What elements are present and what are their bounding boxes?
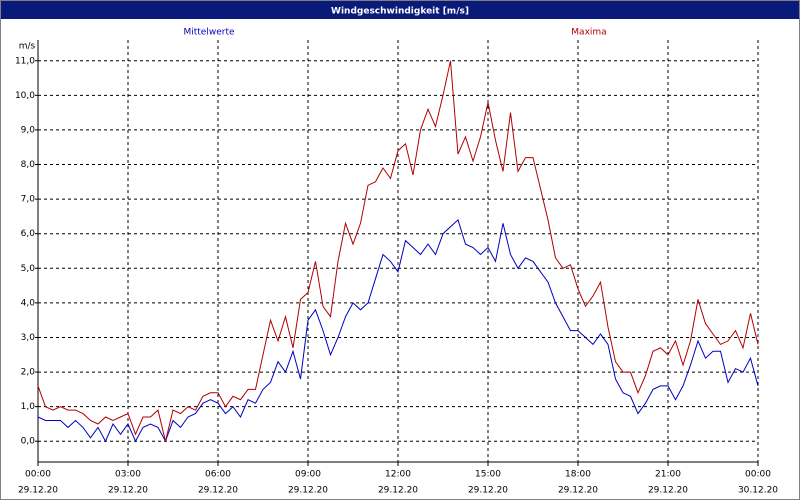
x-tick-label: 09:00 [295,470,321,480]
x-tick-label: 21:00 [655,470,681,480]
y-tick-label: 10,0 [15,91,35,101]
y-tick-label: 8,0 [21,160,36,170]
y-tick-label: 1,0 [21,402,36,412]
data-line [37,218,759,443]
data-line [37,60,759,442]
y-tick-label: 2,0 [21,368,36,378]
y-tick-label: 6,0 [21,229,36,239]
x-tick-date: 30.12.20 [738,486,778,496]
x-tick-label: 00:00 [745,470,771,480]
x-tick-date: 29.12.20 [108,486,148,496]
x-tick-label: 06:00 [205,470,231,480]
x-tick-date: 29.12.20 [18,486,58,496]
title-bar [1,1,799,19]
x-tick-date: 29.12.20 [198,486,238,496]
y-tick-label: 0,0 [21,437,36,447]
legend-entry: Mittelwerte [183,28,234,38]
x-tick-date: 29.12.20 [648,486,688,496]
x-tick-label: 03:00 [115,470,141,480]
y-tick-label: 11,0 [15,56,35,66]
x-tick-date: 29.12.20 [378,486,418,496]
x-tick-date: 29.12.20 [468,486,508,496]
y-tick-label: 4,0 [21,298,36,308]
x-tick-label: 18:00 [565,470,591,480]
y-tick-label: 7,0 [21,195,36,205]
y-tick-label: 3,0 [21,333,36,343]
x-tick-label: 12:00 [385,470,411,480]
x-tick-label: 00:00 [25,470,51,480]
x-tick-date: 29.12.20 [558,486,598,496]
legend-entry: Maxima [571,28,606,38]
x-tick-date: 29.12.20 [288,486,328,496]
chart-title: Windgeschwindigkeit [m/s] [331,7,469,17]
y-tick-label: 9,0 [21,125,36,135]
y-tick-label: 5,0 [21,264,36,274]
y-axis-unit: m/s [19,42,36,52]
x-tick-label: 15:00 [475,470,501,480]
